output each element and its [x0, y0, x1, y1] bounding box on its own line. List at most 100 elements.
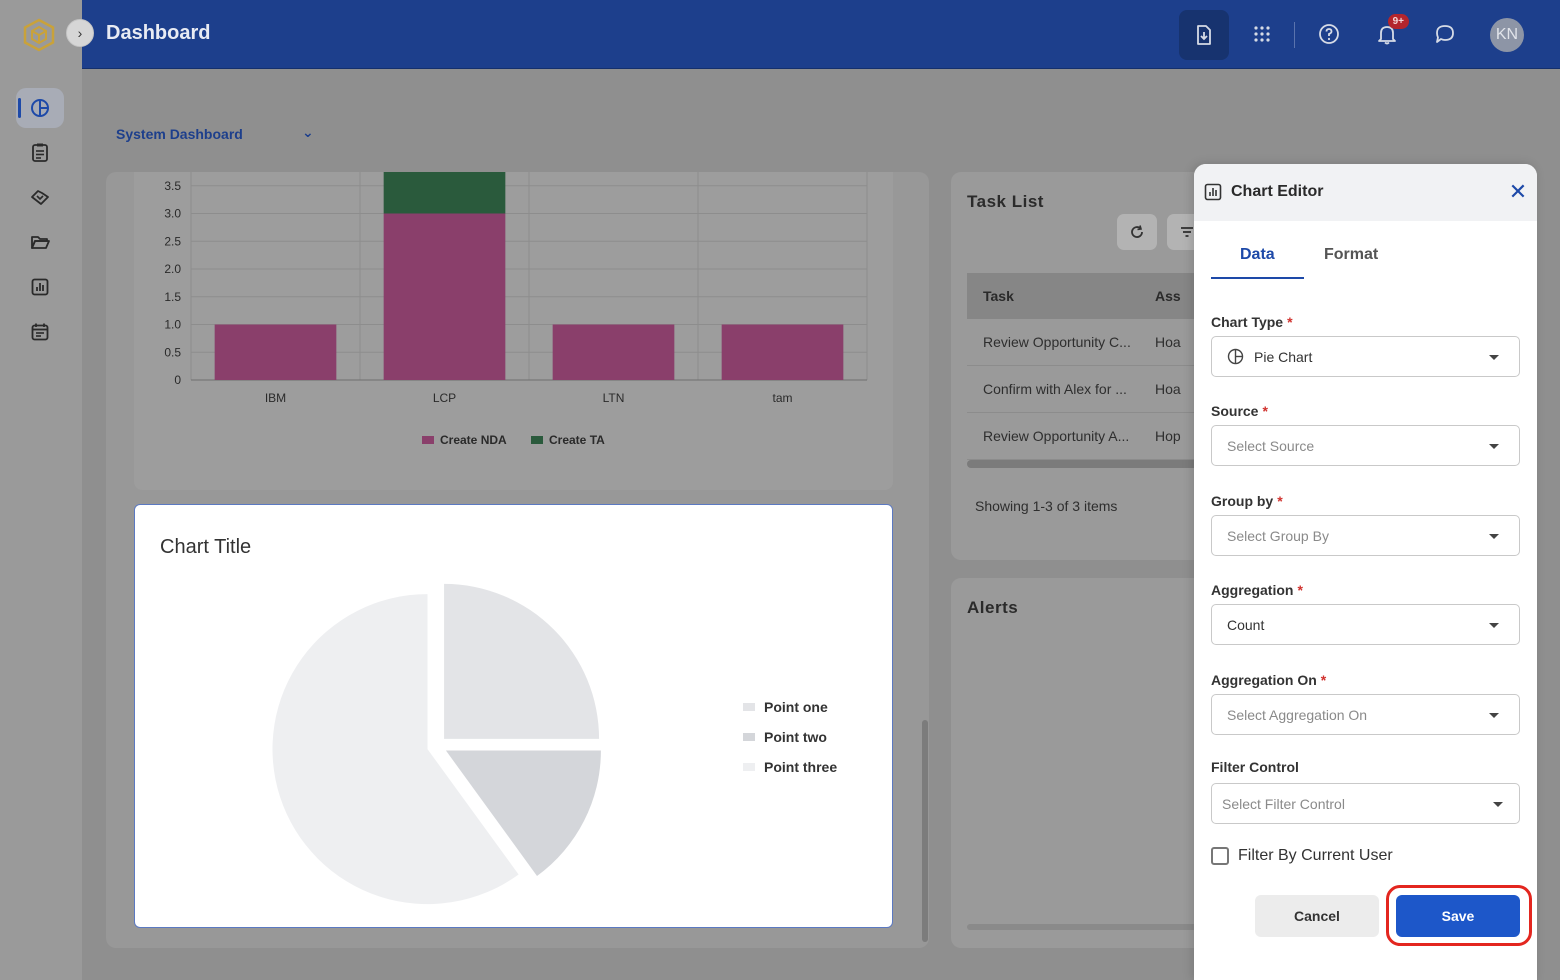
- column-header-assignee[interactable]: Ass: [1155, 288, 1181, 304]
- required-mark: *: [1277, 493, 1283, 509]
- tab-format[interactable]: Format: [1324, 246, 1379, 263]
- refresh-button[interactable]: [1117, 214, 1157, 250]
- bar[interactable]: [383, 172, 506, 214]
- y-tick-label: 3.5: [164, 179, 181, 193]
- group-by-label-text: Group by: [1211, 493, 1274, 509]
- chart-icon: [1204, 183, 1222, 201]
- bar[interactable]: [383, 213, 506, 381]
- filter-current-user-label: Filter By Current User: [1238, 847, 1393, 864]
- pie-slice[interactable]: [444, 583, 600, 739]
- y-tick-label: 3.0: [164, 207, 181, 221]
- group-by-select[interactable]: Select Group By: [1211, 515, 1520, 556]
- handshake-icon: [31, 190, 49, 205]
- bar[interactable]: [214, 324, 337, 381]
- bar[interactable]: [552, 324, 675, 381]
- table-row[interactable]: Review Opportunity A... Hop: [967, 413, 1211, 460]
- aggregation-on-label-text: Aggregation On: [1211, 672, 1317, 688]
- cancel-button[interactable]: Cancel: [1255, 895, 1379, 937]
- apps-grid-button[interactable]: [1242, 14, 1282, 54]
- filter-control-placeholder: Select Filter Control: [1222, 795, 1345, 812]
- topbar-divider: [1294, 22, 1295, 48]
- chart-type-label: Chart Type *: [1211, 314, 1293, 330]
- chart-type-select[interactable]: Pie Chart: [1211, 336, 1520, 377]
- save-highlight-ring: [1386, 885, 1532, 946]
- rail-item-reports[interactable]: [16, 267, 64, 307]
- pie-chart-title: Chart Title: [160, 536, 252, 558]
- rail-item-files[interactable]: [16, 222, 64, 262]
- pie-chart-icon: [1227, 348, 1244, 365]
- user-avatar[interactable]: KN: [1490, 18, 1524, 52]
- aggregation-on-label: Aggregation On *: [1211, 672, 1326, 688]
- rail-item-tasks[interactable]: [16, 132, 64, 172]
- filter-current-user-row[interactable]: Filter By Current User: [1211, 847, 1393, 865]
- assignee-cell: Hoa: [1155, 381, 1181, 397]
- horizontal-scrollbar[interactable]: [967, 460, 1211, 468]
- dashboard-selector-value: System Dashboard: [116, 126, 243, 142]
- bar-chart: 0 0.5 1.0 1.5 2.0 2.5 3.0 3.5 IBM LCP LTN tam Create…: [164, 172, 868, 447]
- pie-slice[interactable]: [272, 594, 519, 905]
- legend-swatch: [743, 703, 755, 711]
- legend-label: Point one: [764, 699, 828, 715]
- vertical-scrollbar[interactable]: [922, 720, 928, 942]
- caret-down-icon: [1489, 713, 1499, 718]
- horizontal-scrollbar[interactable]: [967, 924, 1211, 930]
- chat-bubble-icon: [1436, 25, 1454, 43]
- legend-item[interactable]: Point one: [743, 699, 828, 715]
- required-mark: *: [1297, 582, 1303, 598]
- legend-label: Point three: [764, 759, 838, 775]
- tab-data[interactable]: Data: [1240, 246, 1275, 263]
- column-header-task[interactable]: Task: [983, 288, 1014, 304]
- source-label: Source *: [1211, 403, 1268, 419]
- legend-item[interactable]: Point two: [743, 729, 827, 745]
- caret-down-icon: [1489, 444, 1499, 449]
- bar[interactable]: [721, 324, 844, 381]
- file-download-icon: [1197, 25, 1211, 45]
- task-cell: Review Opportunity C...: [983, 334, 1131, 350]
- y-tick-label: 2.0: [164, 262, 181, 276]
- y-tick-label: 1.5: [164, 290, 181, 304]
- messages-button[interactable]: [1425, 14, 1465, 54]
- chart-editor-title: Chart Editor: [1231, 183, 1324, 200]
- assignee-cell: Hoa: [1155, 334, 1181, 350]
- task-table: Task Ass Review Opportunity C... Hoa Con…: [967, 273, 1211, 460]
- source-select[interactable]: Select Source: [1211, 425, 1520, 466]
- export-button[interactable]: [1179, 10, 1229, 60]
- task-cell: Review Opportunity A...: [983, 428, 1130, 444]
- y-tick-label: 2.5: [164, 234, 181, 248]
- legend-label[interactable]: Create TA: [549, 433, 605, 447]
- chart-editor-panel: Chart Editor ✕ Data Format Chart Type * P…: [1194, 164, 1537, 980]
- save-button[interactable]: Save: [1396, 895, 1520, 937]
- help-button[interactable]: [1309, 14, 1349, 54]
- notification-badge: 9+: [1387, 14, 1409, 29]
- app-logo-icon[interactable]: [22, 18, 56, 52]
- chevron-right-icon[interactable]: ›: [66, 19, 94, 47]
- filter-current-user-checkbox[interactable]: [1211, 847, 1229, 865]
- bell-icon: [1378, 26, 1396, 45]
- close-icon[interactable]: ✕: [1508, 179, 1528, 204]
- notifications-button[interactable]: 9+: [1367, 14, 1409, 54]
- x-tick-label: LCP: [433, 391, 456, 405]
- table-row[interactable]: Confirm with Alex for ... Hoa: [967, 366, 1211, 413]
- pie-chart: [272, 583, 601, 905]
- legend-label[interactable]: Create NDA: [440, 433, 507, 447]
- chevron-down-icon: ⌄: [302, 124, 314, 140]
- rail-item-calendar[interactable]: [16, 312, 64, 352]
- aggregation-select[interactable]: Count: [1211, 604, 1520, 645]
- apps-grid-icon: [1254, 26, 1270, 42]
- rail-item-deals[interactable]: [16, 177, 64, 217]
- pie-slice[interactable]: [445, 750, 601, 876]
- table-row[interactable]: Review Opportunity C... Hoa: [967, 319, 1211, 366]
- aggregation-on-select[interactable]: Select Aggregation On: [1211, 694, 1520, 735]
- aggregation-on-placeholder: Select Aggregation On: [1227, 706, 1368, 723]
- dashboard-selector[interactable]: System Dashboard ⌄: [116, 124, 316, 142]
- pie-chart-icon: [31, 99, 49, 117]
- filter-control-select[interactable]: Select Filter Control: [1211, 783, 1520, 824]
- aggregation-label-text: Aggregation: [1211, 582, 1294, 598]
- calendar-icon: [31, 323, 49, 341]
- legend-label: Point two: [764, 729, 827, 745]
- page-title: Dashboard: [106, 22, 211, 44]
- caret-down-icon: [1489, 534, 1499, 539]
- rail-item-dashboard[interactable]: [16, 88, 64, 128]
- legend-item[interactable]: Point three: [743, 759, 837, 775]
- pie-chart-card[interactable]: Chart Title Point one Point two Point thre…: [134, 504, 893, 928]
